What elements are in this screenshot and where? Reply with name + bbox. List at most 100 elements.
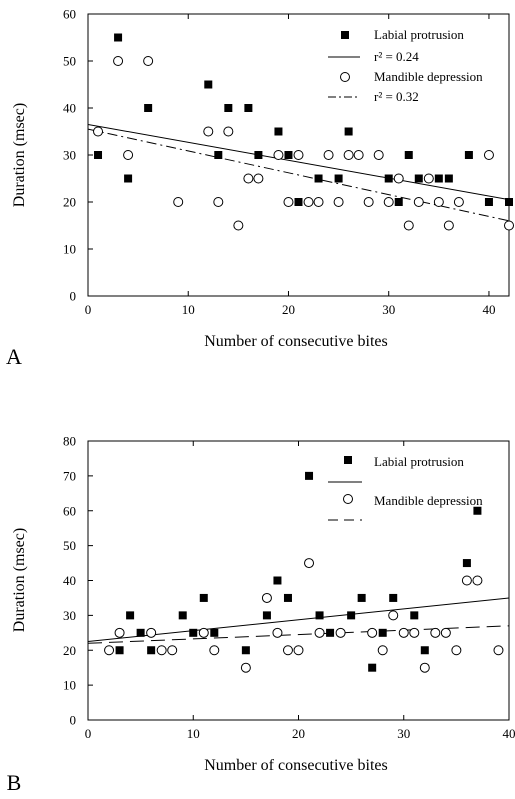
y-tick-label: 40 [63, 101, 76, 116]
data-point-labial-protrusion [244, 104, 253, 112]
data-point-mandible-depression [393, 173, 404, 184]
legend-marker-mandible [343, 494, 353, 504]
data-point-mandible-depression [104, 645, 115, 656]
data-point-mandible-depression [143, 56, 154, 66]
data-point-labial-protrusion [414, 174, 423, 183]
legend-r2-labial: r² = 0.24 [374, 49, 419, 64]
legend-label-labial: Labial protrusion [374, 27, 464, 42]
x-tick-label: 30 [382, 302, 395, 317]
y-tick-label: 10 [63, 678, 76, 693]
data-point-mandible-depression [398, 627, 409, 638]
data-point-labial-protrusion [484, 198, 493, 206]
data-point-labial-protrusion [389, 593, 398, 602]
data-point-labial-protrusion [434, 174, 443, 183]
data-point-labial-protrusion [283, 593, 292, 602]
legend-label-mandible: Mandible depression [374, 69, 483, 84]
data-point-mandible-depression [243, 173, 254, 184]
y-tick-label: 30 [63, 148, 76, 163]
x-tick-label: 20 [282, 302, 295, 317]
data-point-mandible-depression [209, 645, 220, 656]
data-point-labial-protrusion [178, 611, 187, 620]
regression-line-mandible [87, 128, 510, 222]
data-point-mandible-depression [113, 56, 124, 66]
data-point-labial-protrusion [315, 611, 324, 620]
legend-r2-mandible: r² = 0.32 [374, 89, 419, 104]
data-point-labial-protrusion [241, 646, 250, 655]
data-point-mandible-depression [333, 197, 344, 207]
panel-letter: B [7, 770, 22, 795]
data-point-mandible-depression [173, 197, 184, 207]
data-point-mandible-depression [283, 197, 294, 207]
data-point-mandible-depression [403, 220, 414, 231]
data-point-mandible-depression [363, 197, 374, 207]
data-point-labial-protrusion [126, 611, 135, 620]
data-point-labial-protrusion [305, 471, 314, 480]
data-point-mandible-depression [367, 627, 378, 638]
data-point-mandible-depression [461, 575, 472, 586]
y-tick-label: 40 [63, 573, 76, 588]
data-point-labial-protrusion [410, 611, 419, 620]
data-point-labial-protrusion [136, 628, 145, 637]
y-tick-label: 0 [70, 289, 77, 304]
data-point-mandible-depression [282, 645, 293, 656]
data-point-labial-protrusion [189, 628, 198, 637]
data-point-mandible-depression [323, 150, 334, 160]
data-point-mandible-depression [293, 645, 304, 656]
data-point-mandible-depression [273, 150, 284, 160]
data-point-labial-protrusion [94, 151, 103, 159]
data-point-mandible-depression [253, 173, 264, 184]
panel-a: 0 10 20 30 40 0 10 20 30 40 50 60 Number of consecut… [6, 7, 514, 369]
data-point-labial-protrusion [357, 593, 366, 602]
data-point-mandible-depression [472, 575, 483, 586]
legend-label-labial: Labial protrusion [374, 454, 464, 469]
data-point-labial-protrusion [273, 576, 282, 585]
y-tick-label: 60 [63, 503, 76, 518]
data-point-labial-protrusion [254, 151, 263, 159]
data-point-labial-protrusion [384, 174, 393, 183]
x-tick-label: 10 [182, 302, 195, 317]
data-point-labial-protrusion [115, 646, 124, 655]
data-point-labial-protrusion [314, 174, 323, 183]
data-point-mandible-depression [114, 627, 125, 638]
y-tick-label: 60 [63, 7, 76, 22]
data-point-labial-protrusion [505, 198, 513, 206]
data-point-mandible-depression [433, 197, 444, 207]
data-point-labial-protrusion [444, 174, 453, 183]
data-point-mandible-depression [123, 150, 134, 160]
panel-b: 0 10 20 30 40 0 10 20 30 40 50 60 70 80 Number of cons… [7, 434, 515, 796]
data-point-mandible-depression [303, 197, 314, 207]
data-point-labial-protrusion [114, 33, 123, 42]
data-point-mandible-depression [383, 197, 394, 207]
data-point-labial-protrusion [262, 611, 271, 620]
regression-line-labial [87, 123, 510, 201]
legend-label-mandible: Mandible depression [374, 493, 483, 508]
data-point-mandible-depression [223, 126, 234, 137]
data-point-mandible-depression [443, 220, 454, 231]
regression-line-labial [87, 597, 510, 643]
data-point-mandible-depression [377, 645, 388, 656]
data-point-mandible-depression [156, 645, 167, 656]
data-point-mandible-depression [304, 558, 315, 569]
x-tick-label: 30 [397, 726, 410, 741]
data-point-mandible-depression [240, 662, 251, 673]
panel-letter: A [6, 344, 22, 369]
data-point-labial-protrusion [124, 174, 133, 183]
data-point-labial-protrusion [334, 174, 343, 183]
data-point-labial-protrusion [462, 559, 471, 568]
y-axis-label: Duration (msec) [11, 528, 28, 632]
data-point-labial-protrusion [214, 151, 223, 159]
data-point-labial-protrusion [199, 593, 208, 602]
x-axis-label: Number of consecutive bites [204, 333, 388, 350]
data-point-mandible-depression [419, 662, 430, 673]
data-point-mandible-depression [146, 627, 157, 638]
y-tick-label: 70 [63, 468, 76, 483]
y-tick-label: 10 [63, 242, 76, 257]
data-point-mandible-depression [423, 173, 434, 184]
data-point-labial-protrusion [224, 104, 233, 112]
data-point-mandible-depression [343, 150, 354, 160]
data-point-labial-protrusion [147, 646, 156, 655]
data-point-mandible-depression [293, 150, 304, 160]
x-tick-label: 40 [503, 726, 515, 741]
data-point-labial-protrusion [347, 611, 356, 620]
data-point-mandible-depression [453, 197, 464, 207]
